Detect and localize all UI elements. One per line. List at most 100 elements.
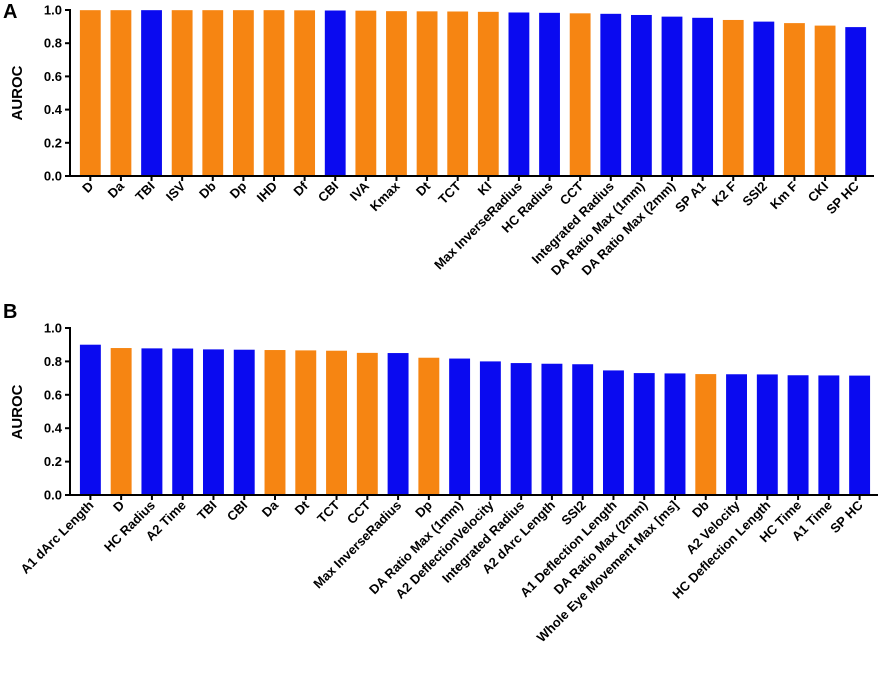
- x-category-label: Km F: [767, 178, 801, 212]
- x-category-label: Da: [259, 497, 282, 520]
- x-category-label: SP A1: [672, 179, 709, 216]
- x-category-label: CKI: [805, 179, 831, 205]
- bar: [722, 19, 744, 177]
- panel-a-chart: 0.0 0.2 0.4 0.6 0.8 1.0 D Da TBI ISV Db Dp IHD Df CBI I…: [44, 3, 874, 278]
- x-category-label: D: [79, 179, 96, 196]
- bar: [263, 10, 285, 177]
- x-category-label: ISV: [163, 178, 189, 204]
- bar: [508, 12, 530, 176]
- x-category-label: Dt: [413, 178, 434, 199]
- panel-a-y-axis-label: AUROC: [9, 65, 26, 120]
- x-category-label: IHD: [254, 179, 280, 205]
- x-category-label: SP HC: [827, 497, 866, 536]
- y-tick-label: 0.4: [44, 102, 63, 117]
- bar: [324, 10, 346, 176]
- bar: [110, 10, 132, 177]
- bar: [295, 350, 317, 495]
- bar: [753, 21, 775, 177]
- x-category-label: Df: [290, 178, 311, 199]
- bar: [849, 375, 871, 495]
- bar: [232, 10, 254, 177]
- y-tick-label: 0.2: [44, 135, 62, 150]
- bar: [845, 27, 867, 176]
- bar: [603, 370, 624, 495]
- x-category-label: D: [110, 498, 127, 515]
- y-tick-label: 0.8: [44, 36, 62, 51]
- bar: [630, 14, 652, 177]
- bar: [784, 23, 805, 176]
- panel-a-letter: A: [3, 1, 17, 23]
- bar: [79, 10, 101, 177]
- y-tick-label: 0.2: [44, 454, 62, 469]
- x-category-label: Dt: [292, 497, 313, 518]
- bar: [814, 25, 836, 176]
- x-category-label: Dp: [412, 497, 435, 520]
- bar: [416, 11, 438, 176]
- bar: [479, 361, 501, 495]
- bar: [818, 375, 840, 495]
- bar: [356, 352, 378, 495]
- x-category-label: KI: [475, 179, 495, 199]
- bar: [541, 363, 563, 495]
- y-tick-label: 0.8: [44, 354, 62, 369]
- y-tick-label: 0.6: [44, 69, 62, 84]
- panel-b-y-axis-label: AUROC: [9, 384, 26, 439]
- bar: [447, 11, 469, 176]
- x-category-label: IVA: [347, 178, 373, 204]
- bar: [787, 375, 809, 495]
- bar: [661, 16, 683, 176]
- y-tick-label: 1.0: [44, 321, 62, 336]
- bar: [449, 358, 471, 495]
- x-category-label: SP HC: [823, 178, 862, 217]
- bar: [203, 349, 224, 495]
- bar: [172, 348, 194, 495]
- bar: [79, 344, 101, 495]
- x-category-label: A1 dArc Length: [17, 497, 96, 576]
- bar: [387, 353, 409, 495]
- x-category-label: SSI2: [739, 179, 770, 210]
- y-tick-label: 0.4: [44, 421, 63, 436]
- bar: [569, 13, 591, 176]
- bar: [110, 348, 132, 495]
- x-category-label: Db: [689, 497, 712, 520]
- bar: [633, 373, 655, 495]
- x-category-label: TBI: [132, 179, 157, 204]
- x-category-label: Dp: [227, 178, 250, 201]
- bar: [510, 363, 532, 495]
- bar: [171, 10, 193, 177]
- bar: [692, 17, 714, 176]
- y-tick-label: 1.0: [44, 3, 62, 18]
- x-category-label: Kmax: [367, 178, 403, 214]
- x-category-label: Da: [105, 178, 128, 201]
- bar: [264, 350, 286, 495]
- bar: [664, 373, 686, 495]
- bar: [294, 10, 316, 176]
- bar: [141, 10, 162, 177]
- x-category-label: K2 F: [709, 178, 740, 209]
- y-tick-label: 0.6: [44, 387, 62, 402]
- bar: [695, 374, 717, 495]
- bar: [355, 10, 377, 176]
- bar: [418, 357, 440, 495]
- bar: [141, 348, 163, 495]
- y-tick-label: 0.0: [44, 169, 62, 184]
- bar: [386, 11, 407, 176]
- x-category-label: TCT: [314, 497, 343, 526]
- x-category-label: CBI: [315, 179, 341, 205]
- bar: [600, 13, 622, 176]
- x-category-label: CBI: [224, 498, 250, 524]
- bar: [726, 374, 747, 495]
- bar: [539, 12, 560, 176]
- x-category-label: Db: [196, 178, 219, 201]
- x-category-label: TCT: [435, 178, 464, 207]
- panel-b-chart: 0.00.20.40.60.81.0A1 dArc Length DHC Radi…: [17, 321, 878, 645]
- bar: [326, 350, 347, 495]
- bar: [233, 349, 255, 495]
- bar: [572, 364, 594, 495]
- x-category-label: TBI: [194, 498, 219, 523]
- bar: [202, 10, 224, 177]
- bar: [756, 374, 778, 495]
- panel-b-letter: B: [3, 301, 17, 323]
- bar: [477, 11, 499, 176]
